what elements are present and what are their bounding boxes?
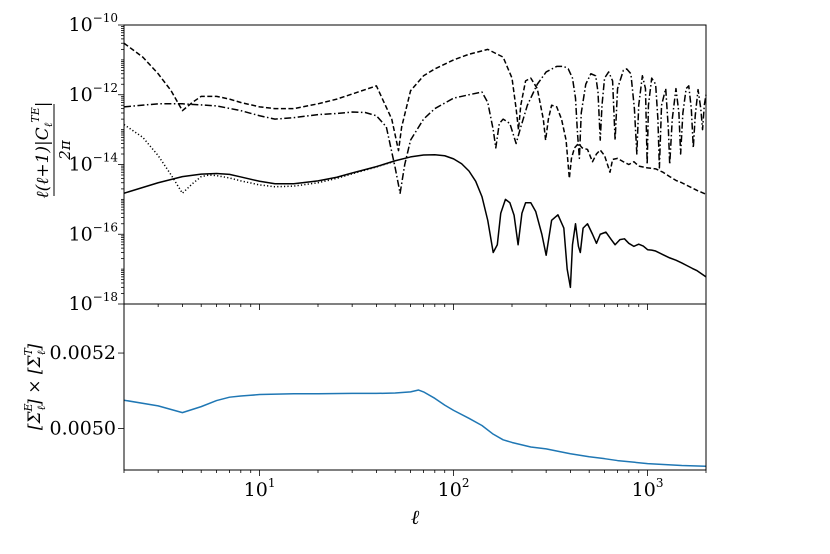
top-ytick-label: 10−16 bbox=[68, 220, 118, 245]
bottom-ylabel-times: × bbox=[25, 380, 45, 394]
bottom-ticks bbox=[118, 352, 707, 476]
svg-text:[ΣEℓ] × [ΣTℓ]: [ΣEℓ] × [ΣTℓ] bbox=[22, 344, 48, 431]
bottom-ylabel: [ΣEℓ] × [ΣTℓ] bbox=[22, 344, 48, 431]
bottom-series-group bbox=[123, 389, 707, 467]
top-ytick-labels: 10−10 10−12 10−14 10−16 10−18 bbox=[68, 11, 118, 315]
top-ytick-label: 10−18 bbox=[68, 290, 118, 315]
top-ytick-label: 10−10 bbox=[68, 11, 118, 36]
top-series-solid bbox=[123, 154, 707, 289]
top-ylabel: ℓ(ℓ+1)|CℓTE| 2π bbox=[29, 102, 74, 199]
svg-text:ℓ(ℓ+1)|CℓTE|: ℓ(ℓ+1)|CℓTE| bbox=[29, 102, 55, 199]
bottom-ytick-labels: 0.0052 0.0050 bbox=[50, 342, 116, 439]
bottom-ylabel-sub-right: ℓ bbox=[35, 350, 48, 355]
bottom-ylabel-sup-right: T bbox=[22, 346, 35, 355]
top-series-group bbox=[123, 42, 707, 289]
bottom-xtick-label: 103 bbox=[632, 476, 664, 501]
bottom-ytick-label: 0.0052 bbox=[50, 342, 116, 364]
bottom-axes-frame bbox=[123, 303, 707, 471]
top-series-dashdot bbox=[123, 65, 707, 194]
bottom-series-line bbox=[123, 389, 707, 467]
top-panel: 10−10 10−12 10−14 10−16 10−18 bbox=[68, 11, 707, 315]
bottom-ylabel-sym-right: Σ bbox=[25, 354, 45, 368]
bottom-xlabel: ℓ bbox=[411, 505, 420, 529]
top-ytick-label: 10−14 bbox=[68, 151, 118, 176]
bottom-xtick-label: 101 bbox=[244, 476, 276, 501]
top-ylabel-denominator: 2π bbox=[56, 139, 74, 161]
bottom-xtick-labels: 101 102 103 bbox=[244, 476, 664, 501]
top-ylabel-sup: TE bbox=[29, 107, 42, 122]
top-ylabel-sub: ℓ bbox=[42, 122, 55, 127]
bottom-ylabel-sup-left: E bbox=[22, 403, 35, 412]
bottom-ytick-label: 0.0050 bbox=[50, 418, 116, 440]
bottom-xtick-label: 102 bbox=[438, 476, 470, 501]
top-ytick-label: 10−12 bbox=[68, 81, 118, 106]
top-ticks bbox=[118, 24, 707, 310]
top-series-dashed bbox=[123, 42, 707, 195]
bottom-ylabel-sym-left: Σ bbox=[25, 410, 45, 424]
top-ylabel-prefix: ℓ(ℓ+1)|C bbox=[33, 127, 53, 198]
top-ylabel-suffix: | bbox=[33, 102, 53, 108]
bottom-panel: 0.0052 0.0050 101 102 103 bbox=[50, 303, 707, 501]
bottom-ylabel-sub-left: ℓ bbox=[35, 405, 48, 410]
